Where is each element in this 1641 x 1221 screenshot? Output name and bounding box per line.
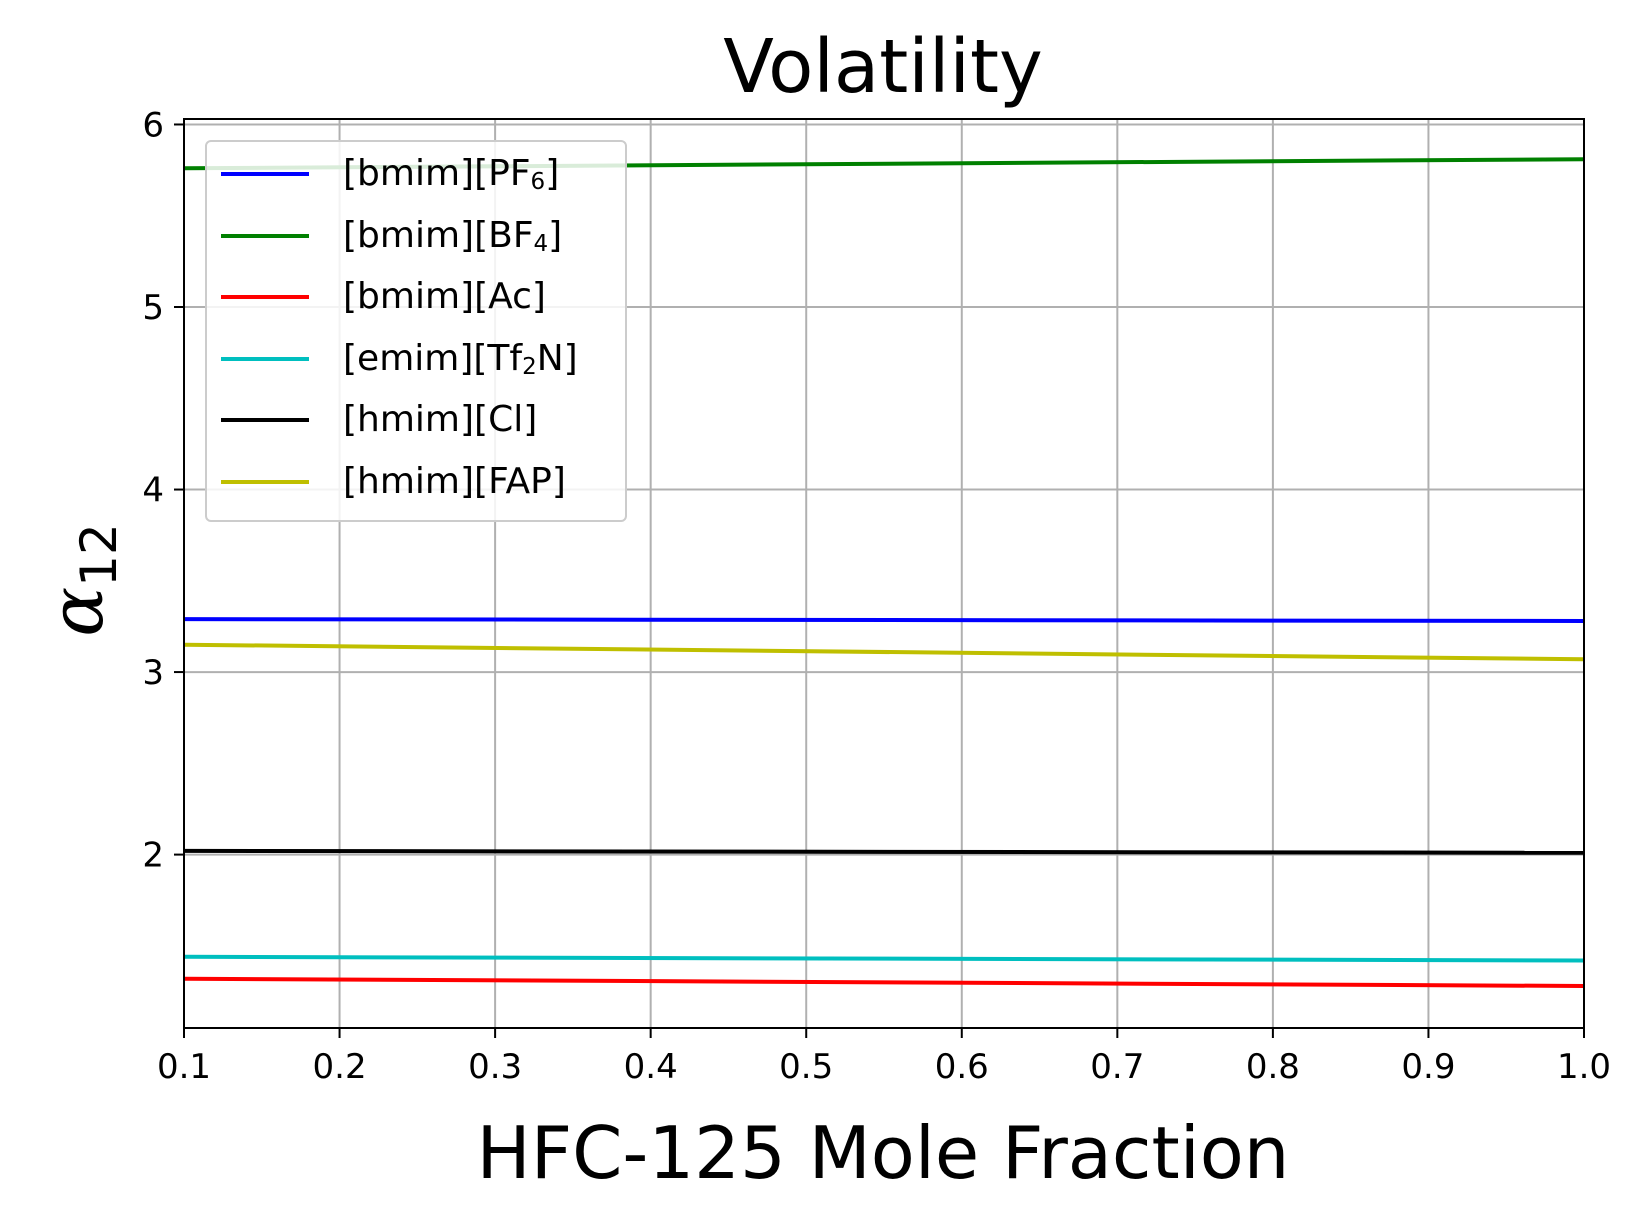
x-tick-label: 1.0 (1557, 1047, 1611, 1087)
x-axis-label: HFC-125 Mole Fraction (477, 1111, 1290, 1195)
legend-label: [emim][Tf2N] (343, 337, 578, 380)
x-tick-label: 0.1 (157, 1047, 211, 1087)
chart-title: Volatility (723, 24, 1043, 110)
legend-swatch (221, 295, 309, 299)
legend-item: [hmim][FAP] (221, 462, 566, 502)
legend-swatch (221, 233, 309, 238)
plot-frame (183, 118, 1585, 1029)
legend-item: [bmim][BF4] (221, 216, 562, 256)
legend-label: [bmim][PF6] (343, 153, 560, 195)
legend-label-subscript: 6 (530, 169, 546, 195)
x-tick-label: 0.3 (468, 1047, 522, 1087)
legend-item: [bmim][PF6] (221, 154, 559, 194)
legend-label-suffix: N] (536, 337, 578, 379)
legend-label: [hmim][Cl] (343, 402, 537, 438)
legend-item: [emim][Tf2N] (221, 339, 578, 379)
legend: [bmim][PF6] [bmim][BF4] [bmim][Ac] [emim][T… (205, 140, 627, 522)
y-tick-label: 6 (142, 105, 164, 145)
y-axis-label-subscript: 12 (70, 523, 128, 587)
x-tick-label: 0.5 (779, 1047, 833, 1087)
legend-item: [hmim][Cl] (221, 400, 537, 440)
legend-swatch (221, 418, 309, 422)
series-line-2 (183, 976, 1585, 988)
legend-label: [bmim][Ac] (343, 279, 546, 315)
legend-swatch (221, 479, 309, 484)
legend-label: [bmim][BF4] (343, 214, 563, 257)
legend-label: [hmim][FAP] (343, 460, 566, 502)
y-axis-label: α12 (34, 523, 128, 637)
y-tick-label: 2 (142, 836, 164, 876)
legend-label-text: [emim][Tf (343, 337, 523, 379)
x-tick-label: 0.7 (1090, 1047, 1144, 1087)
x-tick-label: 0.4 (624, 1047, 678, 1087)
series-line-5 (183, 642, 1585, 662)
x-tick-label: 0.8 (1246, 1047, 1300, 1087)
legend-label-suffix: ] (545, 153, 560, 194)
y-axis-label-symbol: α (34, 587, 120, 637)
legend-label-text: [bmim][Ac] (343, 276, 546, 317)
series-line-3 (183, 954, 1585, 963)
svg-text:α12: α12 (34, 523, 128, 637)
y-tick-label: 3 (142, 653, 164, 693)
legend-label-text: [hmim][Cl] (343, 399, 538, 440)
legend-label-text: [bmim][BF (343, 214, 534, 256)
series-line-4 (183, 848, 1585, 855)
legend-swatch (221, 356, 309, 361)
x-tick-label: 0.9 (1401, 1047, 1455, 1087)
legend-label-text: [hmim][FAP] (343, 460, 566, 502)
y-tick-label: 5 (142, 288, 164, 328)
x-tick-label: 0.2 (313, 1047, 367, 1087)
legend-label-subscript: 4 (533, 230, 549, 257)
legend-label-text: [bmim][PF (343, 153, 531, 194)
legend-item: [bmim][Ac] (221, 277, 546, 317)
series-line-0 (183, 617, 1585, 623)
legend-label-subscript: 2 (522, 353, 537, 380)
legend-label-suffix: ] (548, 214, 563, 256)
axis-ticks: 0.1 0.2 0.3 0.4 0.5 0.6 0.7 0.8 0.9 1.0 2 3 4 5 6 (142, 105, 1611, 1087)
y-tick-label: 4 (142, 471, 164, 511)
series-lines (183, 157, 1585, 988)
x-tick-label: 0.6 (935, 1047, 989, 1087)
legend-swatch (221, 172, 309, 176)
